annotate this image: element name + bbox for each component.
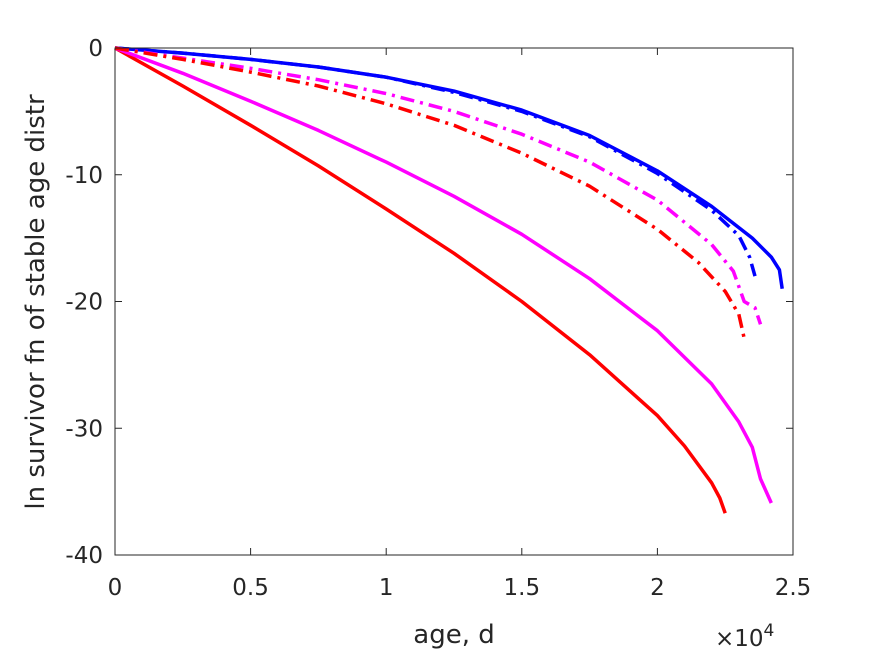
x-tick-label: 0 <box>108 575 123 601</box>
y-ticks: 0 -10 -20 -30 -40 <box>65 36 793 569</box>
x-exponent-base: ×10 <box>715 626 764 652</box>
series-line-5 <box>114 46 763 325</box>
y-tick-label: -10 <box>65 163 103 189</box>
series-line-1 <box>114 46 727 514</box>
x-tick-label: 2 <box>650 575 665 601</box>
y-tick-label: 0 <box>88 36 103 62</box>
x-tick-label: 1.5 <box>504 575 541 601</box>
x-exponent-multiplier: ×104 <box>715 621 774 652</box>
axes-box <box>114 47 794 556</box>
x-ticks: 0 0.5 1 1.5 2 2.5 <box>108 48 812 601</box>
x-exponent-power: 4 <box>764 621 775 641</box>
x-tick-label: 0.5 <box>232 575 269 601</box>
series-line-2 <box>114 46 773 504</box>
series-layer <box>114 46 784 514</box>
x-tick-label: 1 <box>379 575 394 601</box>
y-tick-label: -30 <box>65 416 103 442</box>
x-axis-label: age, d <box>413 620 494 650</box>
y-axis-label: ln survivor fn of stable age distr <box>21 94 51 510</box>
x-tick-label: 2.5 <box>775 575 812 601</box>
series-line-3 <box>114 46 784 290</box>
series-line-6 <box>114 46 746 339</box>
series-line-4 <box>114 46 757 277</box>
y-tick-label: -40 <box>65 543 103 569</box>
y-tick-label: -20 <box>65 290 103 316</box>
